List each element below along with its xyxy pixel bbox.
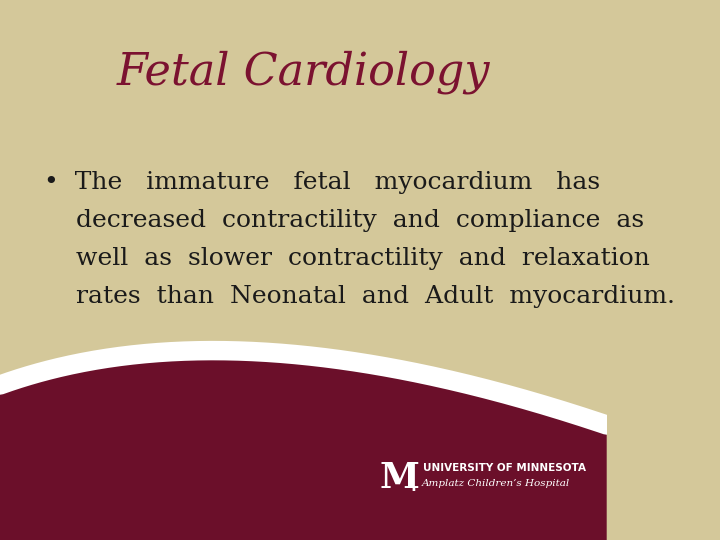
Text: rates  than  Neonatal  and  Adult  myocardium.: rates than Neonatal and Adult myocardium… [44,285,675,307]
Polygon shape [0,350,607,540]
Text: decreased  contractility  and  compliance  as: decreased contractility and compliance a… [44,208,644,232]
Text: .: . [409,472,417,496]
Text: Μ: Μ [379,461,420,495]
Text: Amplatz Children’s Hospital: Amplatz Children’s Hospital [421,480,570,489]
Text: UNIVERSITY OF MINNESOTA: UNIVERSITY OF MINNESOTA [423,463,586,473]
Text: well  as  slower  contractility  and  relaxation: well as slower contractility and relaxat… [44,246,649,269]
Text: Fetal Cardiology: Fetal Cardiology [117,50,490,94]
Text: •  The   immature   fetal   myocardium   has: • The immature fetal myocardium has [44,171,600,193]
